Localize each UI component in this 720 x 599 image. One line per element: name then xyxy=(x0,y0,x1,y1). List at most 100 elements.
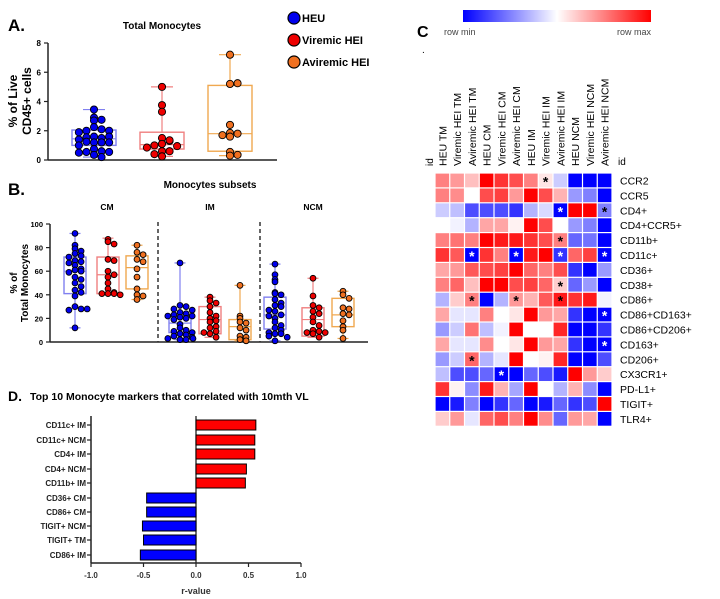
panel-b-cm-1-point xyxy=(110,240,118,248)
panel-d-label: D. xyxy=(8,388,22,404)
heatmap-cell xyxy=(568,367,582,381)
heatmap-column-label: Aviremic HEI IM xyxy=(555,91,567,166)
heatmap-row-label: CD38+ xyxy=(620,280,653,292)
panel-d-bar xyxy=(195,419,257,431)
heatmap-cell xyxy=(479,382,494,396)
panel-b-cm-0-point xyxy=(71,324,79,332)
heatmap-cell xyxy=(435,292,450,307)
panel-b-im-2-point xyxy=(236,336,244,343)
panel-a-1-point xyxy=(173,142,182,151)
panel-a-0-point xyxy=(82,137,91,146)
heatmap-cell xyxy=(465,322,479,337)
panel-d-correlation-bars: D. Top 10 Monocyte markers that correlat… xyxy=(8,388,309,596)
panel-b-im-1-point xyxy=(206,297,214,305)
heatmap-cell xyxy=(553,352,568,367)
heatmap-cell xyxy=(538,322,553,337)
panel-a-2-point xyxy=(225,120,235,129)
heatmap-cell xyxy=(465,173,479,188)
panel-d-bar xyxy=(195,463,247,475)
panel-b-ncm-0-point xyxy=(271,307,279,315)
heatmap-cell xyxy=(465,248,479,262)
panel-a-2-point xyxy=(218,131,227,140)
panel-b-cm-1-point xyxy=(110,290,118,297)
heatmap-row-label: CD86+ xyxy=(620,295,653,307)
panel-d-category-label: CD11c+ IM xyxy=(46,421,87,430)
panel-b-ncm-1-point xyxy=(309,302,317,309)
heatmap-cell xyxy=(450,248,464,262)
panel-d-bar xyxy=(139,549,197,561)
heatmap-significance-star: * xyxy=(513,293,519,309)
heatmap-cell xyxy=(538,188,553,203)
heatmap-row-label: CD4+CCR5+ xyxy=(620,220,682,232)
panel-b-im-1-point xyxy=(212,317,220,325)
heatmap-cell xyxy=(479,322,494,337)
heatmap-cell xyxy=(465,397,479,411)
panel-b-im-0-point xyxy=(182,336,190,343)
heatmap-cell xyxy=(509,307,523,322)
heatmap-cell xyxy=(479,203,494,218)
panel-a-1-point xyxy=(157,82,167,91)
panel-a-2-point xyxy=(233,150,242,159)
heatmap-row-label: TIGIT+ xyxy=(620,399,653,411)
panel-b-ncm-1-point xyxy=(309,318,317,326)
panel-b-cm-2-point xyxy=(133,241,141,249)
panel-d-bar xyxy=(146,492,197,504)
heatmap-cell xyxy=(479,188,494,203)
heatmap-cell xyxy=(435,263,450,277)
panel-b-cm-1-point xyxy=(110,257,118,264)
heatmap-cell xyxy=(583,412,597,426)
heatmap-cell xyxy=(553,263,568,277)
panel-d-bar xyxy=(141,520,197,532)
heatmap-cell xyxy=(450,218,464,232)
heatmap-cell xyxy=(568,292,582,307)
heatmap-cell xyxy=(524,203,538,218)
panel-b-cm-2-point xyxy=(139,258,147,266)
heatmap-cell xyxy=(509,397,523,411)
heatmap-id-right: id xyxy=(618,157,626,168)
heatmap-cell xyxy=(568,188,582,203)
heatmap-row-label: CD86+CD163+ xyxy=(620,310,692,322)
heatmap-cell xyxy=(435,367,450,381)
panel-b-cm-0-point xyxy=(65,259,73,267)
panel-b-ncm-0-point xyxy=(271,260,279,268)
heatmap-cell xyxy=(435,352,450,367)
heatmap-significance-star: * xyxy=(469,352,475,368)
heatmap-cell xyxy=(568,322,582,337)
heatmap-cell xyxy=(583,307,597,322)
heatmap-row-label: CX3CR1+ xyxy=(620,369,668,381)
panel-a-2-point xyxy=(225,79,235,88)
panel-b-cm-1-point xyxy=(116,291,124,299)
panel-d-bar xyxy=(146,506,197,518)
heatmap-significance-star: * xyxy=(513,248,519,264)
heatmap-column-label: Viremic HEI IM xyxy=(541,96,553,166)
heatmap-significance-star: * xyxy=(558,293,564,309)
heatmap-cell xyxy=(465,292,479,307)
heatmap-cell xyxy=(509,233,523,247)
heatmap-cell xyxy=(509,292,523,307)
panel-a-0-point xyxy=(89,138,99,147)
heatmap-cell xyxy=(509,382,523,396)
heatmap-cell xyxy=(465,352,479,367)
panel-c-heatmap: C row min row max . id id HEU TM Viremic … xyxy=(417,10,692,426)
heatmap-grid: HEU TM Viremic HEI TM Aviremic HEI TM HEU C… xyxy=(435,79,692,426)
panel-b-cm-2-point xyxy=(133,265,141,273)
heatmap-cell xyxy=(568,233,582,247)
heatmap-cell xyxy=(465,367,479,381)
heatmap-cell xyxy=(479,263,494,277)
heatmap-row-label: CD4+ xyxy=(620,205,647,217)
panel-b-ncm-1-point xyxy=(315,328,323,335)
panel-b-ncm-2-point xyxy=(339,304,347,312)
heatmap-row-label: CD36+ xyxy=(620,265,653,277)
panel-a-0-point xyxy=(89,123,99,132)
panel-b-im-0-point xyxy=(188,306,196,314)
panel-a-1-point xyxy=(157,101,167,110)
heatmap-cell xyxy=(597,292,612,307)
panel-b-cm-0-point xyxy=(77,305,85,313)
panel-b-cm-1-point xyxy=(110,271,118,279)
heatmap-cell xyxy=(479,352,494,367)
panel-d-category-label: CD36+ CM xyxy=(46,494,86,503)
panel-a-0-point xyxy=(89,105,99,114)
panel-a-ytick-label: 6 xyxy=(37,68,42,77)
panel-b-ncm-0-point xyxy=(277,311,285,319)
panel-d-category-label: CD86+ CM xyxy=(46,508,86,517)
